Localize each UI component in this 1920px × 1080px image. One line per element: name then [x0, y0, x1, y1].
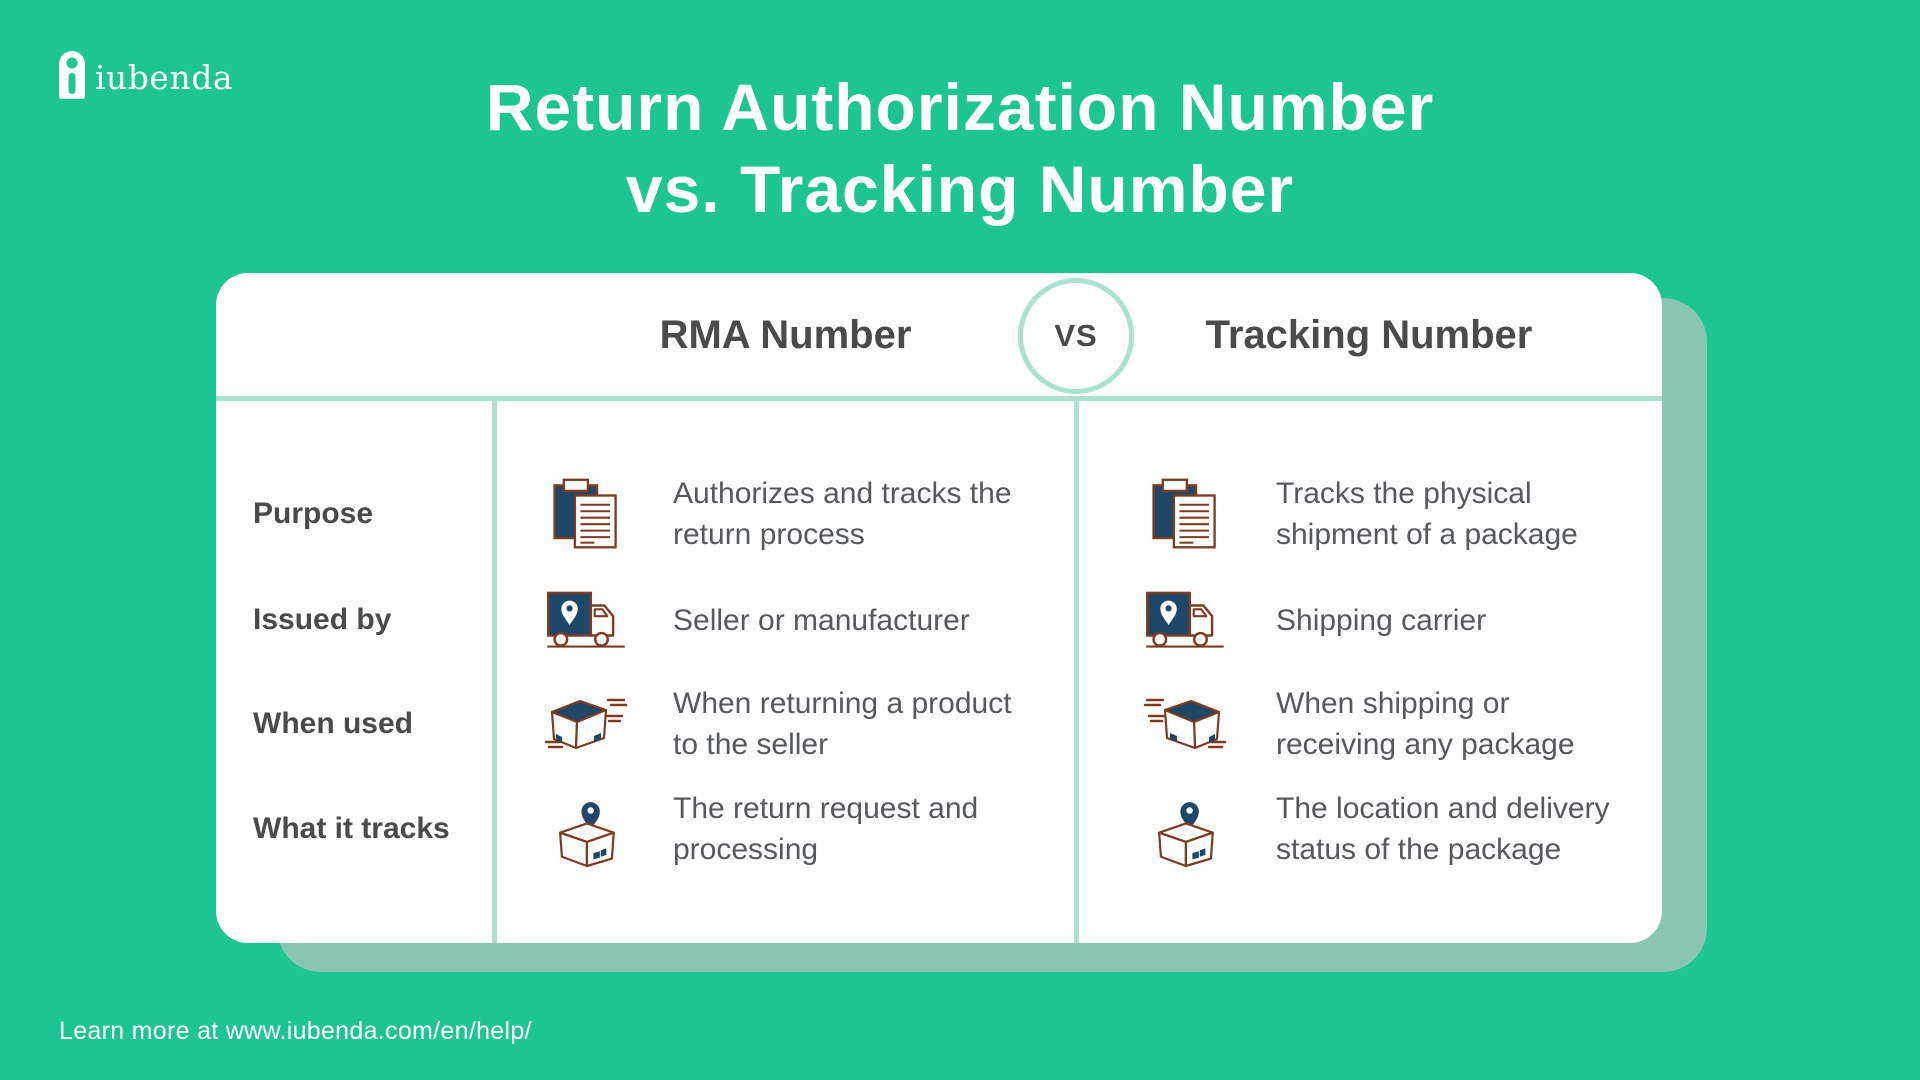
column-header-tracking: Tracking Number — [1205, 313, 1533, 357]
row-label: What it tracks — [253, 812, 450, 845]
vs-badge: VS — [1018, 278, 1134, 394]
tracking-cell-when-used: When shipping or receiving any package — [1076, 683, 1662, 765]
delivery-truck-icon — [543, 590, 629, 650]
footer-learn-more-text: Learn more at www.iubenda.com/en/help/ — [59, 1017, 532, 1045]
cell-text: The return request and processing — [673, 792, 979, 866]
card-header: RMA Number Tracking Number — [216, 273, 1662, 398]
rma-cell-purpose: Authorizes and tracks the return process — [495, 473, 1076, 555]
clipboard-document-icon — [543, 477, 629, 551]
row-label: When used — [253, 707, 414, 740]
delivery-truck-icon — [1142, 590, 1228, 650]
cell-text: The location and delivery status of the … — [1276, 792, 1610, 866]
speeding-box-icon — [543, 692, 629, 756]
row-label: Issued by — [253, 603, 392, 636]
iubenda-keyhole-icon — [59, 51, 85, 99]
package-location-pin-icon — [543, 790, 629, 868]
cell-text: Seller or manufacturer — [673, 603, 970, 637]
clipboard-document-icon — [1142, 477, 1228, 551]
page-title-line2: vs. Tracking Number — [625, 152, 1295, 226]
row-label: Purpose — [253, 497, 374, 530]
rma-cell-issued-by: Seller or manufacturer — [495, 590, 1076, 650]
cell-text: Shipping carrier — [1276, 603, 1487, 637]
page-title: Return Authorization Number vs. Tracking… — [0, 66, 1920, 230]
cell-text: Authorizes and tracks the return process — [673, 477, 1012, 551]
package-location-pin-icon — [1142, 790, 1228, 868]
horizontal-divider — [216, 396, 1662, 401]
iubenda-logo: iubenda — [59, 51, 233, 99]
header-spacer — [216, 273, 495, 398]
logo-wordmark: iubenda — [95, 57, 234, 97]
cell-text: When returning a product to the seller — [673, 687, 1012, 761]
vertical-divider-middle — [1074, 401, 1079, 943]
comparison-card: RMA Number Tracking Number VS Purpose Au… — [216, 273, 1662, 943]
tracking-cell-what-it-tracks: The location and delivery status of the … — [1076, 788, 1662, 870]
vertical-divider-left — [492, 401, 497, 943]
page-title-line1: Return Authorization Number — [485, 70, 1435, 144]
table-row-purpose: Purpose Authorizes and tracks the return… — [216, 459, 1662, 569]
rma-cell-when-used: When returning a product to the seller — [495, 683, 1076, 765]
tracking-cell-purpose: Tracks the physical shipment of a packag… — [1076, 473, 1662, 555]
table-row-when-used: When used When returning a product to th… — [216, 669, 1662, 779]
cell-text: Tracks the physical shipment of a packag… — [1276, 477, 1578, 551]
tracking-cell-issued-by: Shipping carrier — [1076, 590, 1662, 650]
table-row-issued-by: Issued by Seller or manufacturer Shippin… — [216, 565, 1662, 675]
speeding-box-icon — [1142, 692, 1228, 756]
column-header-rma: RMA Number — [659, 313, 912, 357]
rma-cell-what-it-tracks: The return request and processing — [495, 788, 1076, 870]
table-row-what-it-tracks: What it tracks The return request and pr… — [216, 774, 1662, 884]
cell-text: When shipping or receiving any package — [1276, 687, 1575, 761]
